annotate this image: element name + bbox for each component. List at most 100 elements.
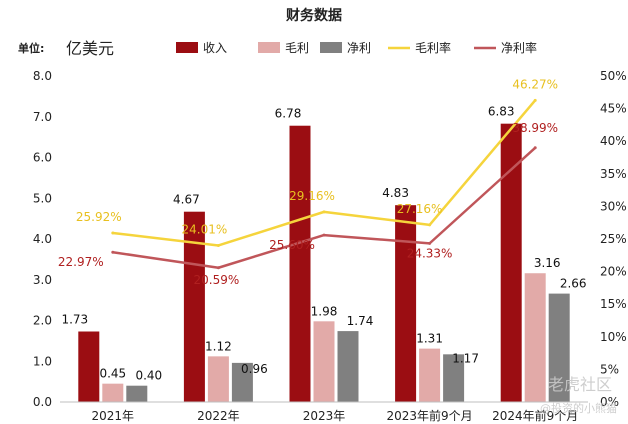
net-profit-label: 0.96 <box>241 362 268 376</box>
x-tick-label: 2023年 <box>303 409 346 423</box>
watermark-sub: @投资的小熊猫 <box>540 401 617 415</box>
revenue-bar <box>78 331 100 402</box>
gross-margin-label: 25.92% <box>76 210 122 224</box>
gross-margin-label: 24.01% <box>182 222 228 236</box>
y-left-tick-label: 2.0 <box>33 314 52 328</box>
y-left-tick-label: 1.0 <box>33 354 52 368</box>
y-right-tick-label: 50% <box>600 69 627 83</box>
y-left-tick-label: 8.0 <box>33 69 52 83</box>
gross-profit-label: 3.16 <box>534 256 561 270</box>
gross-profit-bar <box>419 348 441 402</box>
net-profit-label: 1.74 <box>347 314 374 328</box>
gross-margin-label: 29.16% <box>289 189 335 203</box>
net-profit-label: 2.66 <box>560 277 587 291</box>
y-right-tick-label: 0% <box>600 395 619 409</box>
gross-profit-bar <box>524 273 546 402</box>
y-left-tick-label: 3.0 <box>33 273 52 287</box>
unit-prefix: 单位: <box>18 41 44 55</box>
y-right-tick-label: 15% <box>600 297 627 311</box>
y-right-tick-label: 5% <box>600 362 619 376</box>
net-margin-label: 38.99% <box>512 121 558 135</box>
gross-margin-point <box>322 210 326 214</box>
gross-margin-point <box>533 98 537 102</box>
net-margin-point <box>111 250 115 254</box>
gross-margin-line <box>112 99 537 247</box>
gross-margin-label: 27.16% <box>397 202 443 216</box>
y-right-tick-label: 10% <box>600 330 627 344</box>
net-margin-point <box>533 146 537 150</box>
y-axis-left: 0.0 1.0 2.0 3.0 4.0 5.0 6.0 7.0 8.0 <box>33 69 52 409</box>
y-right-tick-label: 40% <box>600 134 627 148</box>
y-left-tick-label: 6.0 <box>33 151 52 165</box>
gross-profit-bar <box>102 383 124 402</box>
y-left-tick-label: 7.0 <box>33 110 52 124</box>
x-tick-label: 2024年前9个月 <box>492 408 578 423</box>
net-profit-label: 0.40 <box>135 369 162 383</box>
net-profit-bar <box>443 354 465 402</box>
net-profit-bar <box>548 293 570 402</box>
gross-profit-label: 0.45 <box>99 367 126 381</box>
y-right-tick-label: 30% <box>600 199 627 213</box>
net-margin-line <box>112 146 537 270</box>
revenue-bar <box>289 125 311 402</box>
watermark-brand: 老虎社区 <box>548 375 612 394</box>
net-margin-label: 20.59% <box>194 273 240 287</box>
legend-label: 净利 <box>347 41 371 55</box>
y-right-tick-label: 45% <box>600 102 627 116</box>
legend-label: 毛利 <box>285 41 309 55</box>
line-series <box>111 98 537 270</box>
legend: 收入 毛利 净利 毛利率 净利率 <box>176 40 537 55</box>
gross-profit-bar <box>207 356 229 402</box>
y-axis-right: 0% 5% 10% 15% 20% 25% 30% 35% 40% 45% 50% <box>600 69 627 409</box>
gross-profit-label: 1.12 <box>205 339 232 353</box>
chart-title: 财务数据 <box>285 7 342 24</box>
x-tick-label: 2021年 <box>92 409 135 423</box>
x-axis: 2021年 2022年 2023年 2023年前9个月 2024年前9个月 <box>60 401 588 423</box>
y-right-tick-label: 25% <box>600 232 627 246</box>
revenue-label: 1.73 <box>61 313 88 327</box>
net-profit-bar <box>126 385 148 402</box>
net-margin-label: 24.33% <box>407 246 453 260</box>
net-profit-bar <box>337 331 359 402</box>
legend-label: 净利率 <box>501 40 537 55</box>
gross-margin-point <box>216 243 220 247</box>
revenue-label: 4.83 <box>382 186 409 200</box>
legend-label: 收入 <box>203 41 227 55</box>
x-tick-label: 2022年 <box>197 409 240 423</box>
revenue-label: 6.83 <box>488 105 515 119</box>
y-left-tick-label: 0.0 <box>33 395 52 409</box>
x-tick-label: 2023年前9个月 <box>387 408 473 423</box>
net-margin-point <box>428 241 432 245</box>
net-profit-bar <box>231 362 253 402</box>
net-margin-label: 22.97% <box>58 255 104 269</box>
gross-profit-label: 1.31 <box>416 332 443 346</box>
y-right-tick-label: 35% <box>600 167 627 181</box>
legend-swatch <box>258 42 280 53</box>
data-labels: 1.73 4.67 6.78 4.83 6.83 0.45 1.12 1.98 1.31 3.16… <box>58 77 587 382</box>
gross-margin-label: 46.27% <box>512 77 558 91</box>
revenue-bar <box>500 123 522 403</box>
revenue-label: 4.67 <box>173 193 200 207</box>
y-left-tick-label: 5.0 <box>33 191 52 205</box>
gross-profit-bar <box>313 321 335 402</box>
legend-label: 毛利率 <box>415 40 451 55</box>
y-right-tick-label: 20% <box>600 265 627 279</box>
bar-series <box>78 123 570 403</box>
net-profit-label: 1.17 <box>452 351 479 365</box>
revenue-label: 6.78 <box>275 107 302 121</box>
legend-swatch <box>176 42 198 53</box>
unit-label: 亿美元 <box>66 39 114 58</box>
revenue-bar <box>395 205 417 402</box>
gross-profit-label: 1.98 <box>311 304 338 318</box>
y-left-tick-label: 4.0 <box>33 232 52 246</box>
net-margin-point <box>216 266 220 270</box>
net-margin-label: 25.60% <box>269 238 315 252</box>
legend-swatch <box>320 42 342 53</box>
net-margin-point <box>322 233 326 237</box>
watermark: 老虎社区 @投资的小熊猫 <box>540 375 617 415</box>
revenue-bar <box>183 211 205 402</box>
gross-margin-point <box>111 231 115 235</box>
gross-margin-point <box>428 223 432 227</box>
